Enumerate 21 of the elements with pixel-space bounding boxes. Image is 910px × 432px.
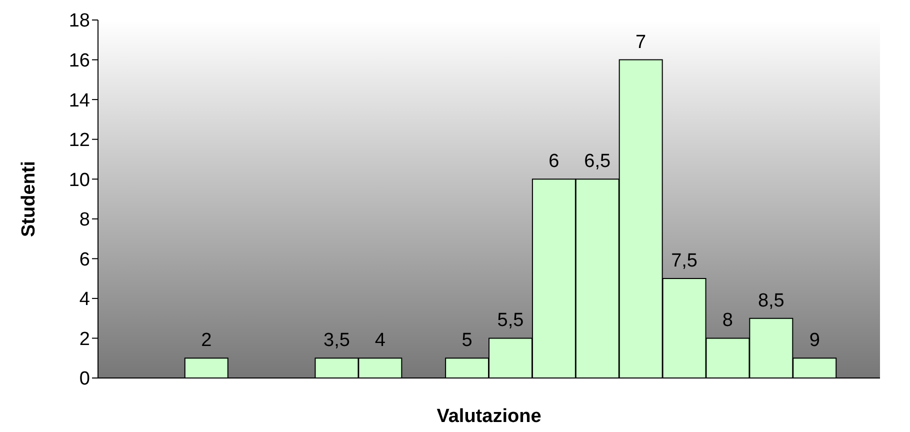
x-axis-title: Valutazione [436, 406, 542, 427]
x-tick-label: 5,5 [497, 310, 524, 332]
x-tick-label: 7 [636, 32, 646, 53]
y-tick-label: 4 [79, 289, 90, 310]
y-tick-label: 10 [68, 170, 90, 191]
y-tick-label: 14 [68, 90, 90, 112]
x-tick-label: 8,5 [758, 290, 784, 312]
y-tick-label: 8 [79, 210, 90, 231]
x-tick-label: 7,5 [671, 250, 698, 272]
y-tick-label: 6 [79, 249, 90, 270]
x-tick-label: 3,5 [324, 330, 350, 352]
x-tick-label: 5 [462, 330, 472, 352]
y-tick-label: 18 [68, 10, 90, 32]
y-tick-label: 16 [68, 50, 90, 72]
x-tick-label: 9 [809, 330, 820, 352]
x-tick-label: 4 [374, 330, 386, 352]
x-tick-label: 6,5 [584, 151, 611, 172]
x-tick-label: 2 [201, 330, 212, 352]
y-axis-title: Studenti [18, 161, 40, 237]
y-tick-label: 0 [79, 368, 90, 390]
y-tick-label: 12 [68, 130, 90, 152]
